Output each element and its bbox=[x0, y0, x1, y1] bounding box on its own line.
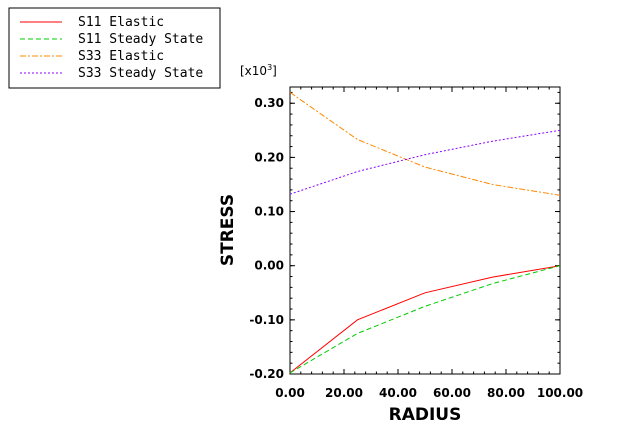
legend-box bbox=[8, 7, 221, 89]
series-line-1 bbox=[289, 265, 561, 374]
x-tick-label: 0.00 bbox=[275, 386, 305, 400]
y-scale-factor: [x103] bbox=[240, 63, 277, 78]
plot-frame bbox=[289, 86, 561, 375]
y-scale-exponent: 3 bbox=[267, 63, 272, 72]
x-tick-label: 20.00 bbox=[325, 386, 363, 400]
y-scale-prefix: [x10 bbox=[240, 64, 267, 78]
x-axis-title: RADIUS bbox=[389, 405, 462, 425]
legend-label-4: S33 Steady State bbox=[78, 66, 203, 81]
x-tick-label: 100.00 bbox=[537, 386, 583, 400]
series-layer bbox=[289, 91, 561, 374]
y-tick-label: -0.20 bbox=[249, 367, 284, 381]
y-tick-label: 0.10 bbox=[254, 205, 284, 219]
legend-label-1: S11 Elastic bbox=[78, 15, 164, 30]
x-tick-label: 60.00 bbox=[433, 386, 471, 400]
series-line-3 bbox=[289, 91, 561, 196]
y-tick-label: 0.20 bbox=[254, 150, 284, 164]
x-tick-label: 40.00 bbox=[379, 386, 417, 400]
legend: S11 Elastic S11 Steady State S33 Elastic S3… bbox=[8, 7, 221, 89]
y-scale-suffix: ] bbox=[272, 64, 277, 78]
y-tick-label: 0.00 bbox=[254, 259, 284, 273]
series-line-2 bbox=[289, 265, 561, 374]
legend-label-2: S11 Steady State bbox=[78, 32, 203, 47]
plot-axes: -0.20 -0.10 0.00 0.10 0.20 0.30 0.00 20.00 40.00… bbox=[249, 86, 583, 400]
y-tick-label: 0.30 bbox=[254, 96, 284, 110]
y-tick-label: -0.10 bbox=[249, 313, 284, 327]
x-tick-label: 80.00 bbox=[487, 386, 525, 400]
legend-label-3: S33 Elastic bbox=[78, 49, 164, 64]
series-line-4 bbox=[289, 129, 561, 195]
y-axis-title: STRESS bbox=[218, 194, 238, 266]
